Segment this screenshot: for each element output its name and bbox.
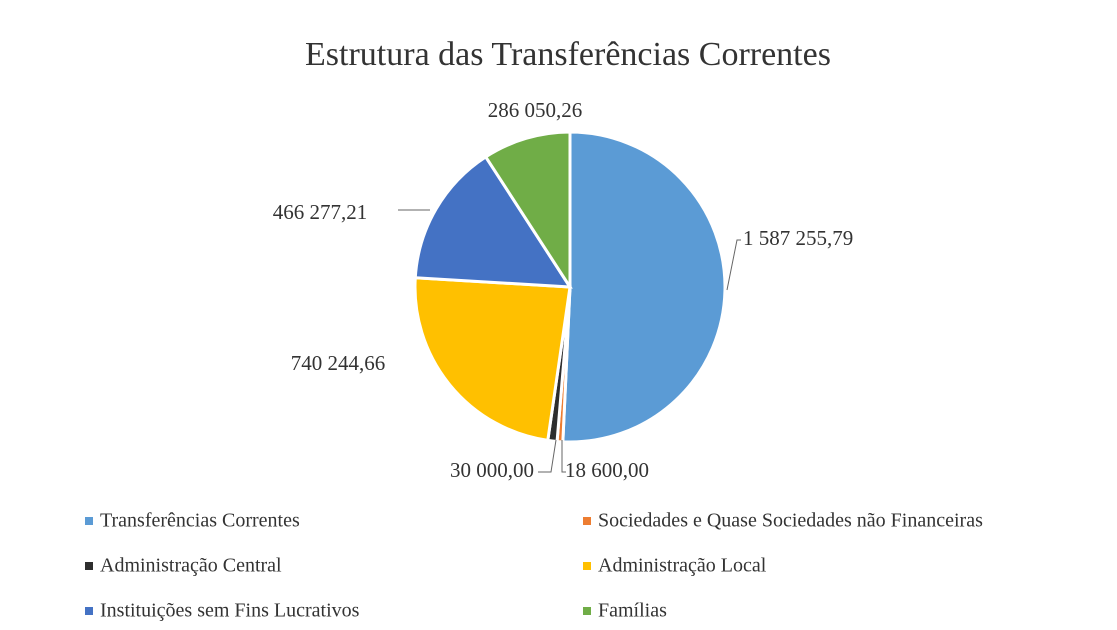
data-label: 466 277,21 [273, 200, 368, 224]
legend-swatch [85, 607, 93, 615]
legend-label: Instituições sem Fins Lucrativos [100, 600, 360, 622]
pie-slice [413, 154, 573, 289]
legend-label: Famílias [598, 600, 667, 622]
data-label: 286 050,26 [488, 98, 583, 122]
data-label: 740 244,66 [291, 351, 386, 375]
legend-swatch [85, 562, 93, 570]
legend-label: Transferências Correntes [100, 510, 300, 532]
legend-label: Administração Central [100, 555, 282, 577]
data-label: 18 600,00 [565, 458, 649, 482]
pie-slice [413, 276, 572, 443]
leader-line [561, 440, 566, 473]
pie-slice [483, 130, 572, 293]
legend-label: Sociedades e Quase Sociedades não Financ… [598, 510, 983, 532]
legend-swatch [583, 517, 591, 525]
legend-swatch [583, 607, 591, 615]
leader-line [538, 439, 557, 473]
legend-swatch [85, 517, 93, 525]
chart-title: Estrutura das Transferências Correntes [305, 36, 831, 73]
legend-swatch [583, 562, 591, 570]
leader-line [726, 239, 741, 291]
pie-slice [561, 130, 727, 444]
legend-label: Administração Local [598, 555, 767, 577]
data-label: 1 587 255,79 [743, 226, 853, 250]
data-label: 30 000,00 [450, 458, 534, 482]
